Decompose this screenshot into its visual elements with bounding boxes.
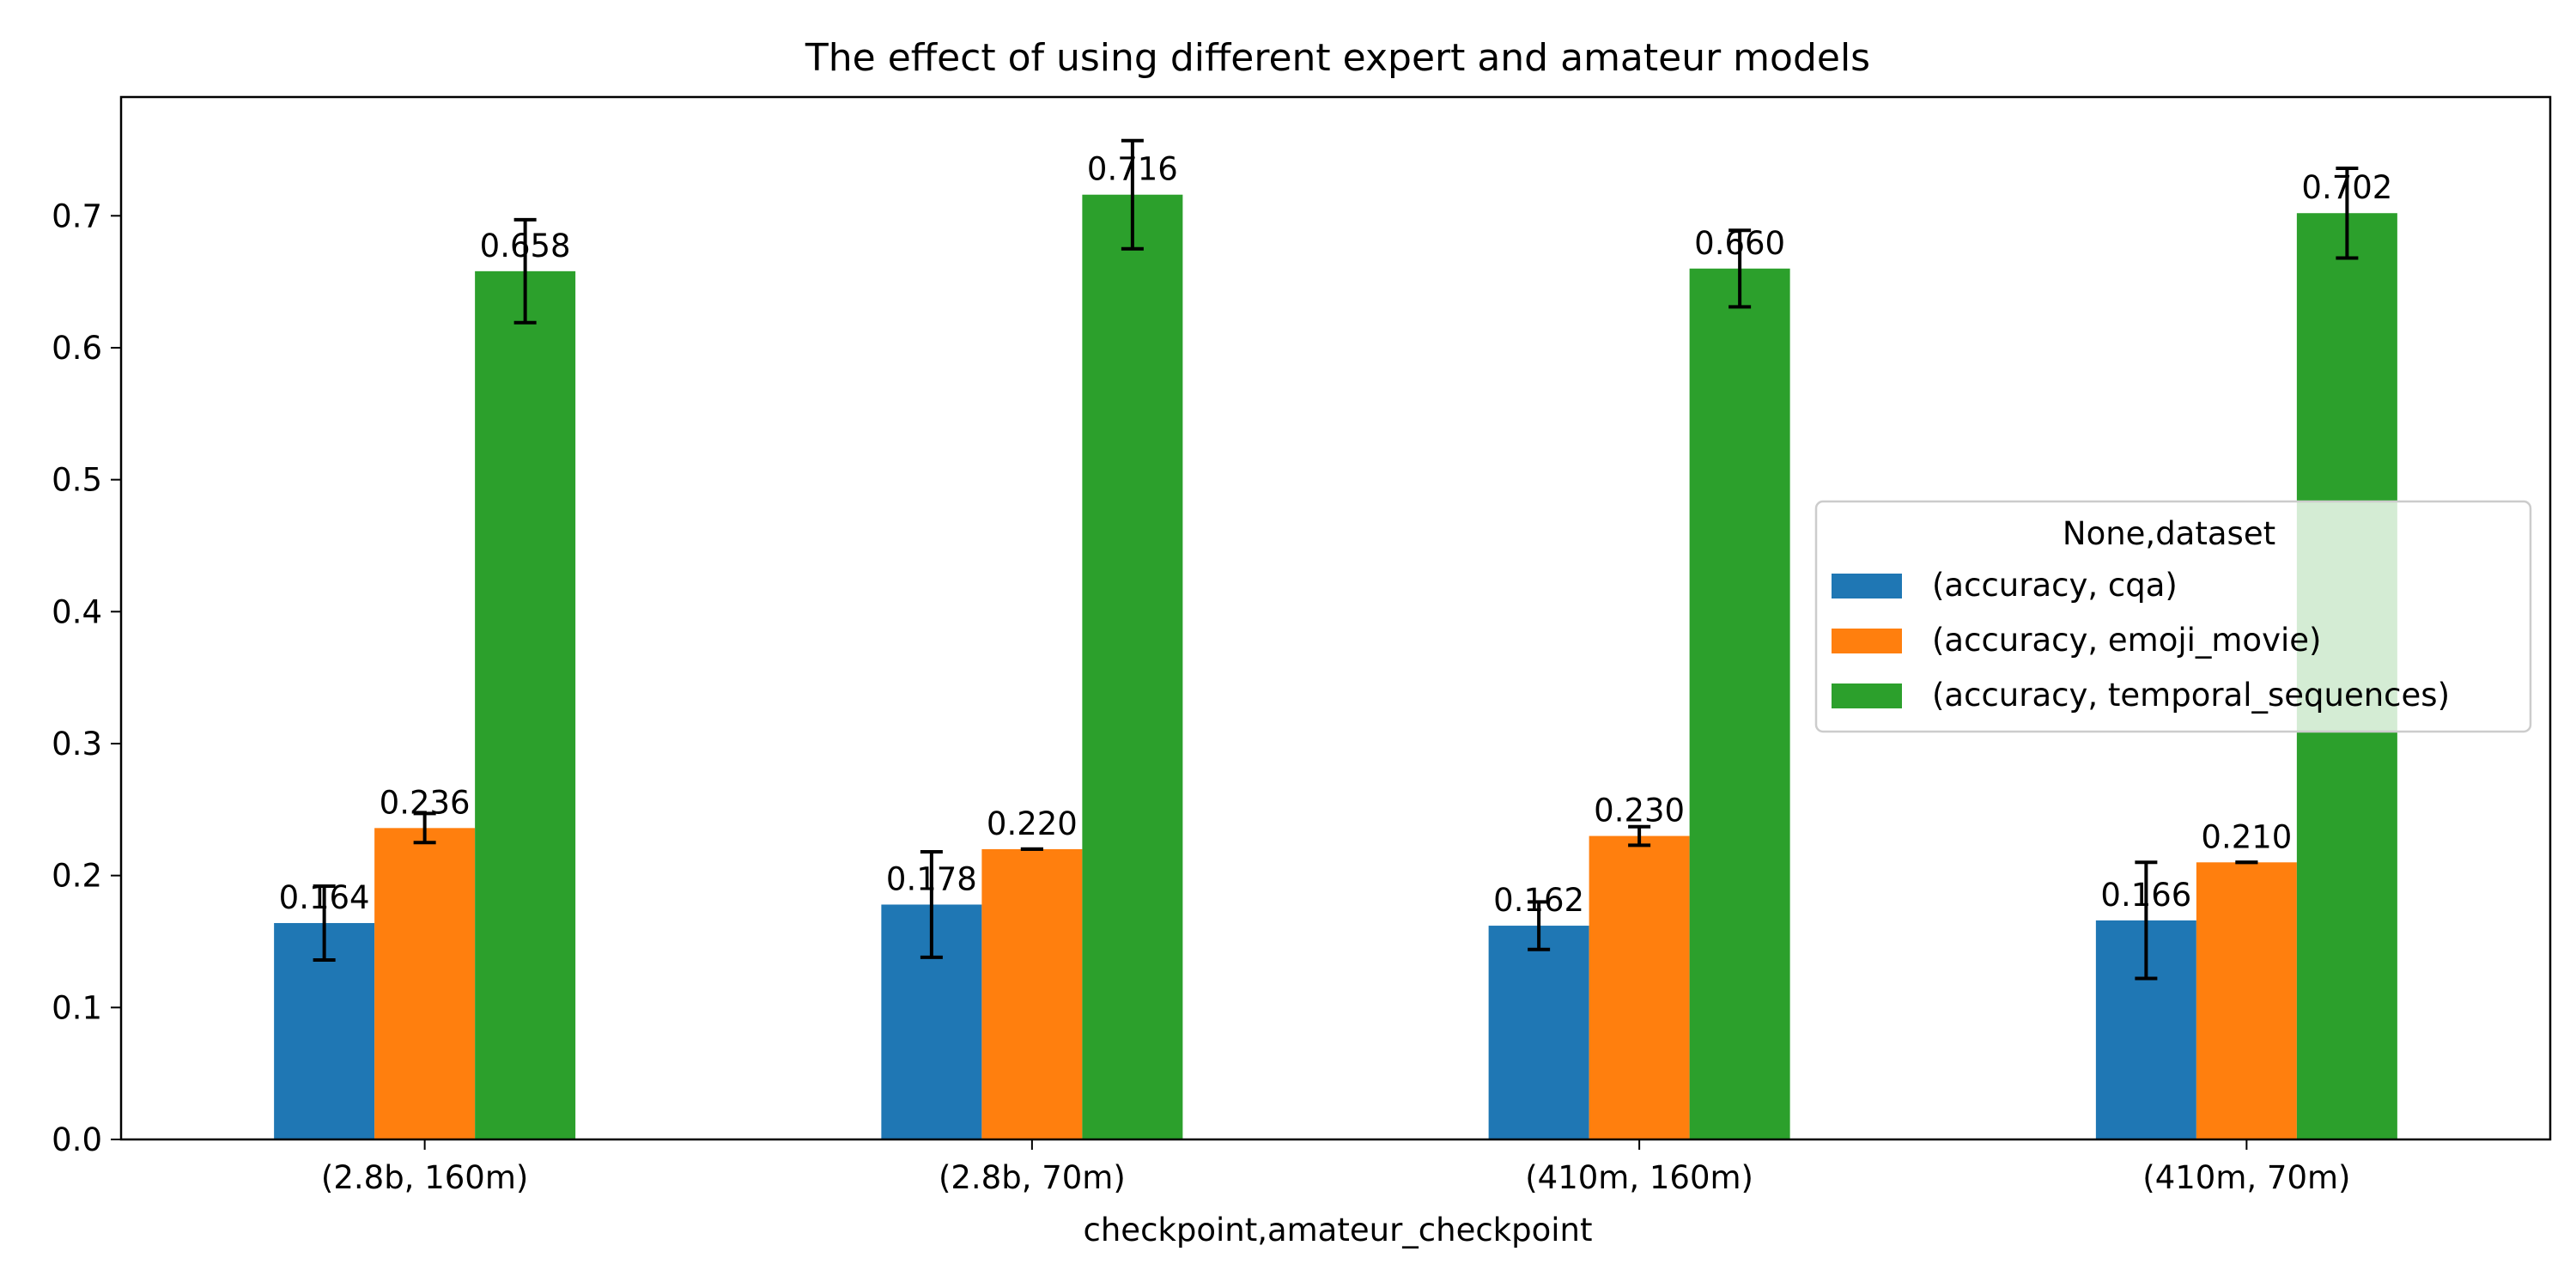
bar <box>1589 835 1690 1139</box>
legend: None,dataset (accuracy, cqa) (accuracy, em… <box>1814 500 2532 733</box>
legend-swatch <box>1832 629 1902 653</box>
legend-swatch <box>1832 574 1902 598</box>
y-tick-label: 0.5 <box>52 462 102 499</box>
x-tick-label: (410m, 70m) <box>2142 1159 2350 1196</box>
bar-value-label: 0.660 <box>1694 225 1785 262</box>
legend-entry: (accuracy, temporal_sequences) <box>1932 677 2450 714</box>
y-tick-label: 0.1 <box>52 989 102 1026</box>
x-axis-label: checkpoint,amateur_checkpoint <box>1084 1212 1593 1249</box>
bar-value-label: 0.210 <box>2201 818 2292 855</box>
bar-value-label: 0.702 <box>2301 169 2392 206</box>
legend-box <box>1814 500 2532 733</box>
bar-value-label: 0.166 <box>2100 877 2191 914</box>
bar-value-label: 0.162 <box>1493 882 1584 919</box>
y-tick-label: 0.2 <box>52 858 102 895</box>
y-tick-label: 0.4 <box>52 593 102 630</box>
y-tick-label: 0.6 <box>52 330 102 367</box>
bar <box>1689 268 1790 1139</box>
x-tick-label: (2.8b, 70m) <box>939 1159 1126 1196</box>
bar <box>374 828 476 1139</box>
axes-frame <box>119 95 2552 1141</box>
bar <box>475 270 576 1139</box>
bar <box>1082 194 1183 1140</box>
bar-value-label: 0.164 <box>279 879 370 916</box>
legend-title: None,dataset <box>2063 515 2275 552</box>
y-tick-label: 0.3 <box>52 726 102 762</box>
bar <box>1488 926 1589 1139</box>
bar-value-label: 0.220 <box>987 805 1078 842</box>
x-tick-label: (410m, 160m) <box>1525 1159 1753 1196</box>
bar-value-label: 0.230 <box>1594 793 1685 829</box>
legend-entry: (accuracy, cqa) <box>1932 567 2178 604</box>
bar <box>2196 862 2297 1139</box>
x-tick-label: (2.8b, 160m) <box>321 1159 528 1196</box>
bar <box>981 848 1083 1139</box>
bar-value-label: 0.658 <box>480 228 571 264</box>
bar-value-label: 0.178 <box>886 860 977 897</box>
bar-value-label: 0.716 <box>1087 151 1178 188</box>
legend-swatch <box>1832 683 1902 708</box>
legend-entry: (accuracy, emoji_movie) <box>1932 622 2321 659</box>
chart-title: The effect of using different expert and… <box>805 36 1870 80</box>
bar-value-label: 0.236 <box>380 784 471 821</box>
y-tick-label: 0.0 <box>52 1121 102 1158</box>
y-tick-label: 0.7 <box>52 197 102 234</box>
